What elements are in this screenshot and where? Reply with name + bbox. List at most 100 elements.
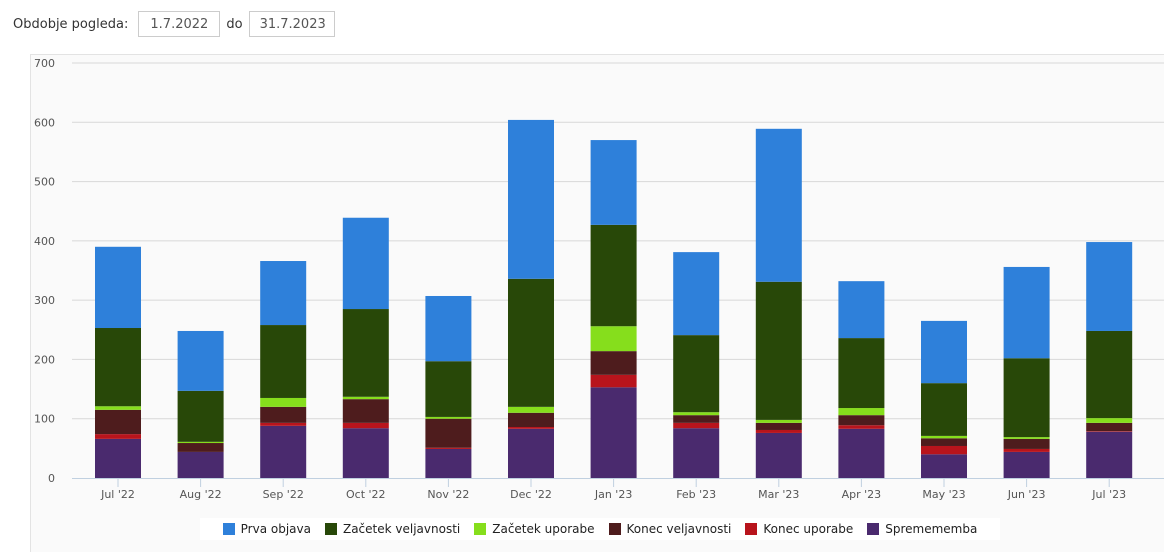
legend-label: Konec uporabe [763, 522, 854, 536]
bar-segment [1003, 448, 1050, 452]
bar-segment [921, 438, 967, 446]
bar-segment [95, 246, 141, 329]
bar-segment [921, 445, 967, 455]
legend-swatch-icon [745, 523, 758, 535]
period-filter: Obdobje pogleda: 1.7.2022 do 31.7.2023 [13, 11, 335, 37]
bar-segment [508, 427, 554, 429]
bar-segment [673, 415, 720, 423]
bar-segment [838, 281, 885, 339]
bar-segment [260, 325, 307, 398]
legend-item[interactable]: Začetek veljavnosti [324, 522, 461, 536]
bar-segment [921, 435, 967, 439]
legend-label: Začetek veljavnosti [342, 522, 461, 536]
bar-segment [921, 454, 967, 478]
bar-segment [755, 419, 802, 423]
bar-segment [95, 406, 141, 410]
bar-segment [1086, 242, 1133, 331]
chart-legend: Prva objava Začetek veljavnosti Začetek up… [200, 518, 1000, 540]
bar-segment [1003, 437, 1050, 439]
bar-segment [673, 422, 720, 429]
x-tick-label: Jul '22 [100, 488, 135, 501]
bar-segment [508, 119, 554, 279]
y-tick-label: 0 [48, 472, 55, 485]
bar-segment [590, 326, 637, 352]
y-tick-label: 300 [34, 294, 55, 307]
bar-segment [755, 422, 802, 430]
bar-segment [755, 429, 802, 433]
bar-segment [673, 412, 720, 416]
date-to-input[interactable]: 31.7.2023 [248, 11, 335, 37]
legend-label: Konec veljavnosti [626, 522, 732, 536]
x-tick-label: Apr '23 [842, 488, 882, 501]
legend-swatch-icon [608, 523, 621, 535]
y-tick-label: 600 [34, 116, 55, 129]
bar-segment [1003, 358, 1050, 438]
date-separator: do [226, 16, 243, 32]
y-tick-label: 100 [34, 413, 55, 426]
bar-segment [260, 422, 307, 426]
bar-segment [342, 422, 389, 429]
legend-label: Začetek uporabe [492, 522, 595, 536]
x-tick-label: May '23 [922, 488, 965, 501]
bar-segment [1086, 431, 1133, 432]
legend-item[interactable]: Spremememba [867, 522, 977, 536]
bar-segment [342, 309, 389, 397]
bar-segment [590, 387, 637, 478]
x-tick-label: Aug '22 [180, 488, 222, 501]
bar-segment [590, 140, 637, 225]
bar-segment [425, 295, 472, 362]
y-tick-label: 700 [34, 57, 55, 70]
bar-segment [260, 406, 307, 423]
bar-segment [342, 399, 389, 423]
bar-segment [177, 443, 224, 452]
bar-segment [508, 412, 554, 428]
legend-swatch-icon [867, 523, 880, 535]
bar-segment [177, 451, 224, 478]
bar-segment [95, 434, 141, 439]
bar-segment [1003, 266, 1050, 359]
bar-segment [838, 428, 885, 478]
bar-segment [755, 128, 802, 282]
bar-segment [508, 428, 554, 478]
legend-item[interactable]: Konec veljavnosti [608, 522, 732, 536]
x-tick-label: Sep '22 [263, 488, 304, 501]
bar-segment [260, 425, 307, 478]
bar-segment [342, 396, 389, 400]
bar-segment [1003, 438, 1050, 449]
bar-segment [590, 224, 637, 327]
legend-label: Spremememba [885, 522, 978, 536]
bar-segment [425, 447, 472, 449]
bar-segment [1086, 422, 1133, 432]
legend-item[interactable]: Konec uporabe [745, 522, 853, 536]
x-tick-label: Oct '22 [346, 488, 386, 501]
bar-segment [673, 252, 720, 336]
bar-segment [1003, 451, 1050, 478]
y-tick-label: 500 [34, 176, 55, 189]
bar-segment [260, 397, 307, 407]
y-tick-label: 400 [34, 235, 55, 248]
bar-segment [177, 441, 224, 444]
bar-segment [95, 438, 141, 478]
bar-segment [838, 425, 885, 429]
bar-segment [95, 328, 141, 407]
bar-segment [590, 374, 637, 388]
bar-segment [95, 409, 141, 435]
bar-segment [1086, 330, 1133, 419]
x-tick-label: Nov '22 [427, 488, 469, 501]
legend-item[interactable]: Začetek uporabe [474, 522, 595, 536]
legend-swatch-icon [222, 523, 235, 535]
bar-segment [508, 406, 554, 413]
x-tick-label: Jan '23 [594, 488, 632, 501]
bar-segment [508, 278, 554, 407]
bar-segment [755, 432, 802, 478]
bar-segment [921, 383, 967, 436]
bar-segment [425, 448, 472, 478]
y-tick-label: 200 [34, 353, 55, 366]
bar-segment [425, 418, 472, 448]
legend-label: Prva objava [240, 522, 311, 536]
bar-segment [838, 338, 885, 409]
legend-item[interactable]: Prva objava [222, 522, 311, 536]
bar-segment [425, 361, 472, 417]
date-from-input[interactable]: 1.7.2022 [138, 11, 221, 37]
